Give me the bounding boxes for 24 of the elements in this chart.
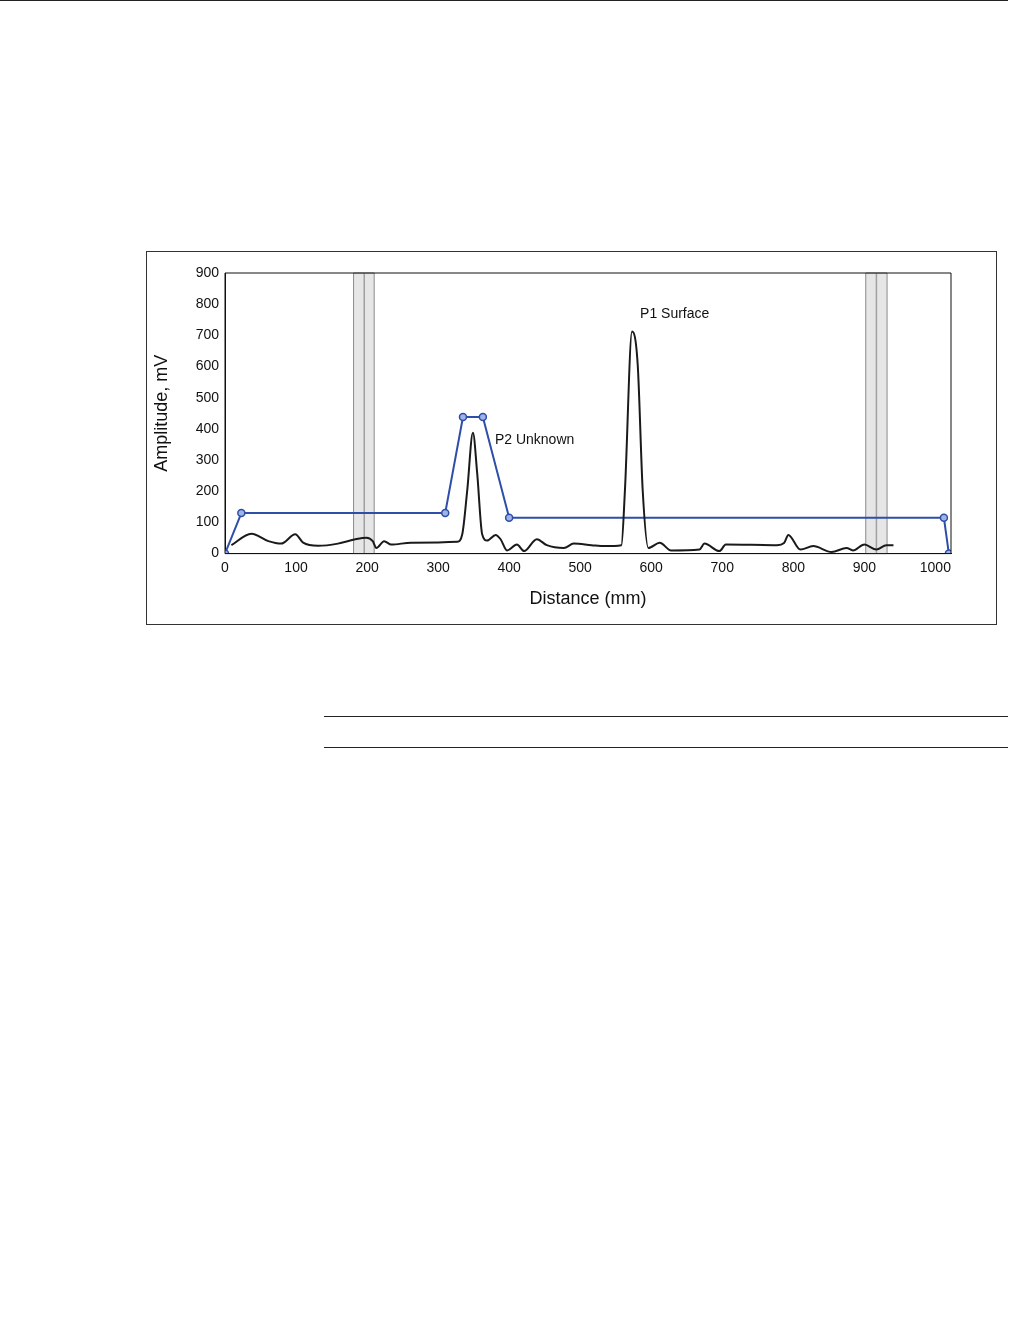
y-tick-label: 600: [195, 357, 220, 374]
y-tick-label: 400: [195, 419, 220, 436]
x-tick-label: 400: [497, 558, 522, 575]
y-tick-label: 900: [195, 263, 220, 280]
y-axis-title: Amplitude, mV: [150, 354, 171, 472]
y-tick-label: 800: [195, 295, 220, 312]
y-tick-label: 0: [211, 544, 220, 561]
y-tick-label: 200: [195, 482, 220, 499]
x-tick-label: 800: [781, 558, 806, 575]
x-tick-label: 200: [355, 558, 379, 575]
y-tick-label: 100: [195, 513, 220, 530]
x-tick-label: 300: [426, 558, 450, 575]
y-tick-label: 700: [195, 326, 220, 343]
x-tick-label: 500: [568, 558, 593, 575]
annotation: P1 Surface: [640, 304, 710, 321]
x-tick-label: 900: [852, 558, 877, 575]
y-tick-label: 300: [195, 450, 220, 467]
x-axis-title: Distance (mm): [529, 588, 647, 609]
x-tick-label: 1000: [919, 558, 952, 575]
annotation: P2 Unknown: [494, 430, 575, 447]
x-tick-label: 700: [710, 558, 735, 575]
x-tick-label: 100: [284, 558, 308, 575]
y-tick-label: 500: [195, 388, 220, 405]
x-tick-label: 600: [639, 558, 664, 575]
